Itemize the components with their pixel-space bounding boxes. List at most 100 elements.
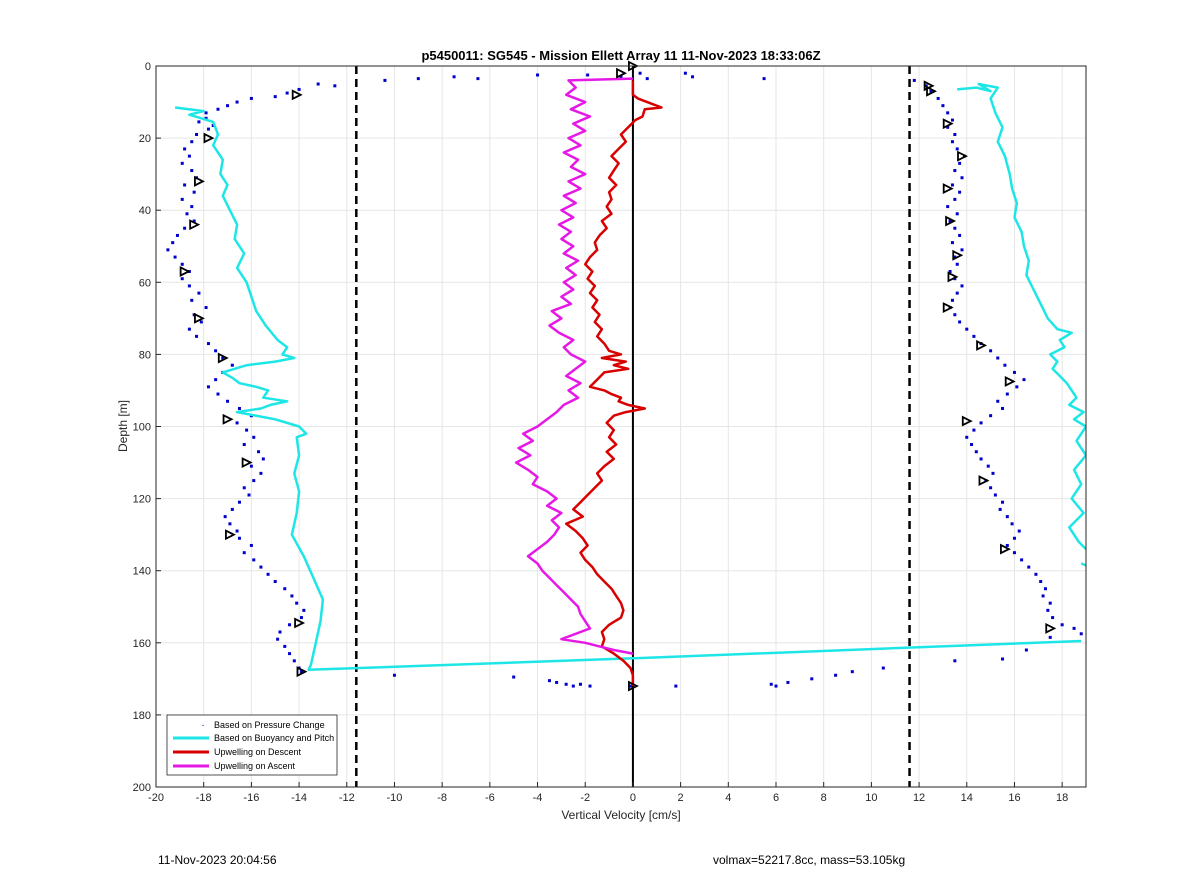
pressure-change-point bbox=[960, 176, 964, 180]
x-tick-label: -14 bbox=[291, 792, 307, 804]
triangle-marker bbox=[978, 475, 990, 487]
pressure-change-point bbox=[970, 443, 974, 447]
pressure-change-point bbox=[972, 334, 976, 338]
x-axis-label: Vertical Velocity [cm/s] bbox=[561, 808, 680, 822]
pressure-change-point bbox=[958, 190, 962, 194]
pressure-change-point bbox=[216, 392, 220, 396]
x-tick-label: -2 bbox=[580, 792, 590, 804]
pressure-change-point bbox=[989, 349, 993, 353]
pressure-change-point bbox=[252, 479, 256, 483]
pressure-change-point bbox=[261, 457, 265, 461]
pressure-change-point bbox=[214, 349, 218, 353]
pressure-change-point bbox=[1001, 657, 1005, 661]
pressure-change-point bbox=[226, 399, 230, 403]
pressure-change-point bbox=[302, 608, 306, 612]
pressure-change-point bbox=[383, 78, 387, 82]
pressure-change-point bbox=[912, 78, 916, 82]
triangle-marker bbox=[942, 183, 954, 195]
pressure-change-point bbox=[230, 507, 234, 511]
pressure-change-point bbox=[195, 132, 199, 136]
triangle-marker bbox=[1004, 375, 1016, 387]
pressure-change-point bbox=[1043, 587, 1047, 591]
triangle-marker bbox=[291, 89, 303, 101]
x-tick-label: 8 bbox=[821, 792, 827, 804]
pressure-change-point bbox=[416, 77, 420, 81]
pressure-change-point bbox=[214, 378, 218, 382]
x-tick-label: 16 bbox=[1008, 792, 1020, 804]
pressure-change-point bbox=[683, 71, 687, 75]
pressure-change-point bbox=[960, 284, 964, 288]
triangle-marker bbox=[976, 339, 988, 351]
pressure-change-point bbox=[476, 77, 480, 81]
y-tick-label: 160 bbox=[133, 638, 151, 650]
markers-layer bbox=[179, 60, 1057, 692]
pressure-change-point bbox=[204, 111, 208, 115]
pressure-change-point bbox=[958, 161, 962, 165]
axis-ticks: -20 -18 -16 -14 -12 -10 -8 -6 -4 -2 0 2 4 6 8 10 12 14 16 1… bbox=[133, 61, 1069, 804]
buoyancy-pitch-line bbox=[1080, 562, 1086, 567]
legend-item-pressure-change: · Based on Pressure Change bbox=[201, 720, 324, 731]
pressure-change-point bbox=[850, 670, 854, 674]
x-tick-label: -10 bbox=[387, 792, 403, 804]
x-tick-label: -6 bbox=[485, 792, 495, 804]
pressure-change-point bbox=[1012, 551, 1016, 555]
triangle-marker bbox=[945, 215, 957, 227]
pressure-change-point bbox=[974, 450, 978, 454]
pressure-change-point bbox=[242, 486, 246, 490]
pressure-change-point bbox=[948, 219, 952, 223]
pressure-change-point bbox=[192, 219, 196, 223]
triangle-marker bbox=[296, 666, 308, 678]
pressure-change-point bbox=[955, 262, 959, 266]
pressure-change-point bbox=[638, 71, 642, 75]
pressure-change-point bbox=[547, 679, 551, 683]
triangle-marker bbox=[194, 175, 205, 187]
pressure-change-point bbox=[242, 443, 246, 447]
triangle-marker bbox=[203, 132, 215, 144]
pressure-change-point bbox=[175, 233, 179, 237]
pressure-change-point bbox=[257, 450, 261, 454]
pressure-change-point bbox=[1079, 632, 1083, 636]
pressure-change-point bbox=[986, 464, 990, 468]
pressure-change-point bbox=[998, 507, 1002, 511]
triangle-marker bbox=[225, 529, 236, 541]
y-tick-label: 80 bbox=[139, 349, 151, 361]
pressure-change-point bbox=[924, 84, 928, 88]
pressure-change-point bbox=[1051, 616, 1055, 620]
pressure-change-point bbox=[245, 428, 249, 432]
pressure-change-point bbox=[235, 529, 239, 533]
pressure-change-point bbox=[190, 205, 194, 209]
pressure-change-point bbox=[1005, 515, 1009, 519]
x-tick-label: 6 bbox=[773, 792, 779, 804]
pressure-change-point bbox=[206, 385, 210, 389]
pressure-change-point bbox=[316, 82, 320, 86]
pressure-change-point bbox=[810, 677, 814, 681]
y-axis-label: Depth [m] bbox=[116, 400, 130, 452]
pressure-change-point bbox=[297, 87, 301, 91]
pressure-change-point bbox=[392, 673, 396, 677]
pressure-change-point bbox=[950, 298, 954, 302]
pressure-change-point bbox=[948, 269, 952, 273]
pressure-change-point bbox=[1048, 635, 1052, 639]
triangle-marker bbox=[942, 302, 954, 313]
pressure-change-point bbox=[190, 140, 194, 144]
pressure-change-point bbox=[299, 670, 303, 674]
triangle-marker bbox=[241, 457, 253, 469]
pressure-change-point bbox=[955, 147, 959, 151]
pressure-change-point bbox=[1020, 558, 1024, 562]
pressure-change-point bbox=[774, 684, 778, 688]
pressure-change-point bbox=[953, 132, 957, 136]
pressure-change-point bbox=[929, 89, 933, 93]
pressure-change-point bbox=[972, 428, 976, 432]
triangle-marker bbox=[179, 266, 191, 277]
pressure-change-point bbox=[187, 154, 191, 158]
triangle-marker bbox=[222, 413, 234, 425]
triangle-marker bbox=[217, 352, 229, 364]
upwelling-ascent-line bbox=[514, 77, 634, 655]
y-tick-label: 200 bbox=[133, 782, 151, 794]
pressure-change-point bbox=[958, 320, 962, 324]
pressure-change-point bbox=[953, 659, 957, 663]
pressure-change-point bbox=[645, 77, 649, 81]
pressure-change-point bbox=[199, 320, 203, 324]
pressure-change-point bbox=[586, 73, 590, 77]
